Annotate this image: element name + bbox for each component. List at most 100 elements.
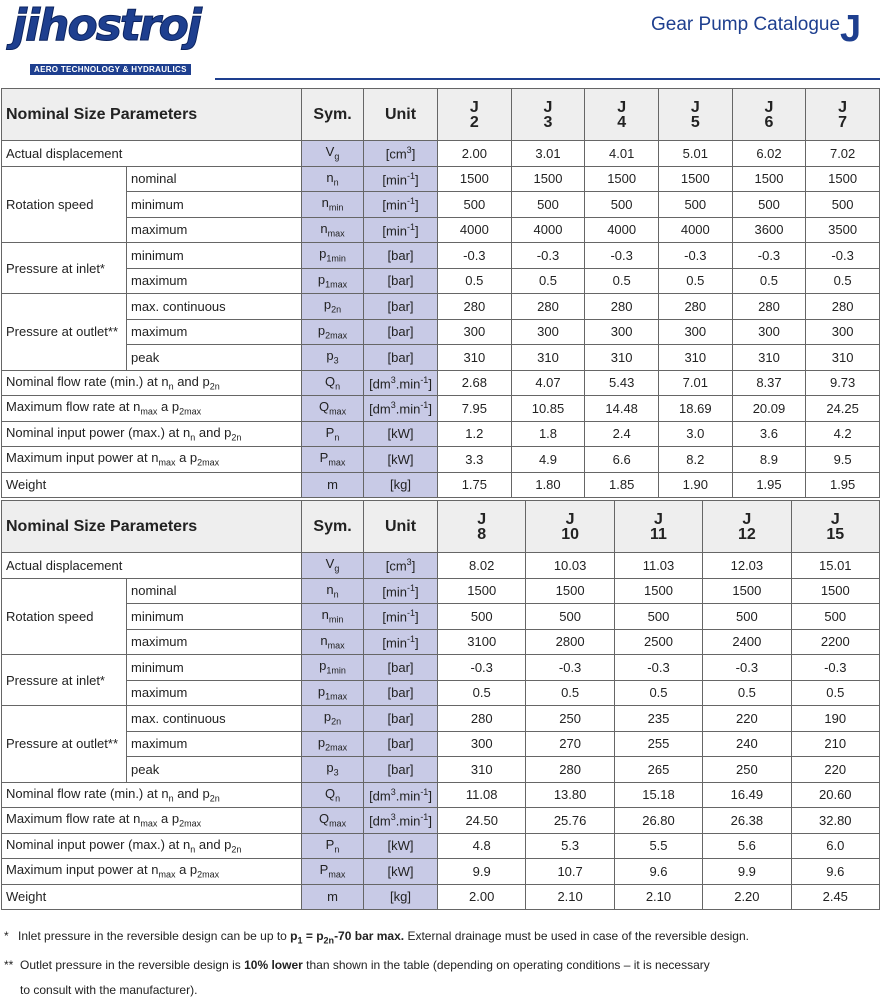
text: Maximum flow rate at n — [6, 399, 141, 415]
unit: [bar] — [363, 293, 439, 320]
text: Weight — [6, 889, 47, 905]
value: 0.5 — [702, 679, 792, 706]
symbol: p1max — [301, 267, 365, 294]
value: 0.5 — [805, 267, 880, 294]
text: ] — [414, 634, 419, 650]
text: [bar] — [387, 685, 414, 701]
header-cell: Unit — [363, 500, 439, 553]
symbol: Pn — [301, 420, 365, 447]
text: p — [323, 297, 332, 313]
value: 3600 — [731, 216, 807, 243]
value: 8.02 — [437, 552, 527, 579]
unit: [min-1] — [363, 603, 439, 630]
value: -0.3 — [805, 242, 880, 269]
value: 6.6 — [584, 446, 659, 473]
size-text: 10 — [561, 525, 579, 543]
param-sub: nominal — [125, 165, 303, 192]
subscript: max — [328, 458, 346, 469]
unit: [kW] — [363, 858, 439, 885]
value: 0.5 — [525, 679, 615, 706]
value: 0.5 — [437, 267, 512, 294]
value: 0.5 — [584, 267, 659, 294]
value: 1500 — [702, 577, 792, 604]
superscript: -1 — [420, 812, 429, 823]
value: 2400 — [702, 628, 792, 655]
superscript: -1 — [420, 374, 429, 385]
spec-table: Nominal Size Parameters Sym. Unit J 2 J 3 J 4 J 5 J… — [0, 88, 880, 498]
value: 1500 — [525, 577, 615, 604]
footnote-marker: * — [4, 929, 9, 943]
data-row: Maximum flow rate at nmax a p2max Qmax [dm… — [0, 395, 880, 422]
symbol: Pmax — [301, 446, 365, 473]
size-text: J — [617, 98, 627, 116]
param-name: Actual displacement — [0, 552, 303, 579]
subscript: 2n — [231, 432, 242, 443]
value: 280 — [731, 293, 807, 320]
value: 300 — [731, 318, 807, 345]
symbol: p1min — [301, 242, 365, 269]
text: m — [327, 889, 338, 905]
text: [min — [382, 171, 407, 187]
value: 1500 — [437, 165, 512, 192]
symbol: Pmax — [301, 858, 365, 885]
value: 1.95 — [805, 471, 880, 498]
subscript: 2n — [209, 793, 220, 804]
text: Maximum input power at n — [6, 862, 159, 878]
text: Pressure at inlet* — [6, 672, 105, 688]
text: Actual displacement — [6, 145, 123, 161]
value: 14.48 — [584, 395, 659, 422]
bold: 10% lower — [244, 958, 303, 973]
value: 1500 — [584, 165, 659, 192]
value: 6.02 — [731, 140, 807, 167]
value: 270 — [525, 730, 615, 757]
subscript: 3 — [333, 356, 339, 367]
value: 5.43 — [584, 369, 659, 396]
size-text: 11 — [650, 525, 667, 543]
text: n — [320, 632, 328, 648]
superscript: 3 — [390, 812, 396, 823]
text: .min — [395, 787, 421, 803]
text: Pressure at outlet** — [6, 736, 119, 752]
value: 4.2 — [805, 420, 880, 447]
unit: [kg] — [363, 471, 439, 498]
unit: [bar] — [363, 654, 439, 681]
value: 4.9 — [510, 446, 586, 473]
subscript: max — [327, 640, 345, 651]
param-sub: nominal — [125, 577, 303, 604]
size-text: J — [830, 510, 840, 528]
text: n — [326, 169, 334, 185]
text: [dm — [369, 401, 391, 417]
param-sub: minimum — [125, 191, 303, 218]
size-text: 5 — [690, 113, 700, 131]
value: 15.18 — [613, 781, 704, 808]
text: P — [319, 450, 329, 466]
value: 26.38 — [702, 807, 792, 834]
value: -0.3 — [790, 654, 880, 681]
symbol: Qmax — [301, 807, 365, 834]
spec-table: Nominal Size Parameters Sym. Unit J 8 J 10 J 11 J… — [0, 500, 880, 910]
header-cell: Nominal Size Parameters — [0, 500, 303, 553]
symbol: p3 — [301, 344, 365, 371]
size-text: 7 — [838, 113, 848, 131]
superscript: 3 — [406, 557, 412, 568]
subscript: max — [327, 228, 345, 239]
value: 3.3 — [437, 446, 512, 473]
size-header: J 10 — [525, 500, 615, 553]
unit: [bar] — [363, 756, 439, 783]
value: 26.80 — [613, 807, 704, 834]
value: 3.6 — [731, 420, 807, 447]
value: 25.76 — [525, 807, 615, 834]
value: 300 — [657, 318, 733, 345]
size-text: 15 — [826, 525, 845, 543]
value: 4000 — [584, 216, 659, 243]
text: [min — [382, 222, 407, 238]
text: Q — [318, 399, 330, 415]
subscript: 1 — [297, 935, 303, 946]
superscript: 3 — [390, 400, 396, 411]
text: ] — [414, 222, 419, 238]
subscript: 2max — [179, 819, 202, 830]
subscript: 1min — [326, 254, 346, 265]
